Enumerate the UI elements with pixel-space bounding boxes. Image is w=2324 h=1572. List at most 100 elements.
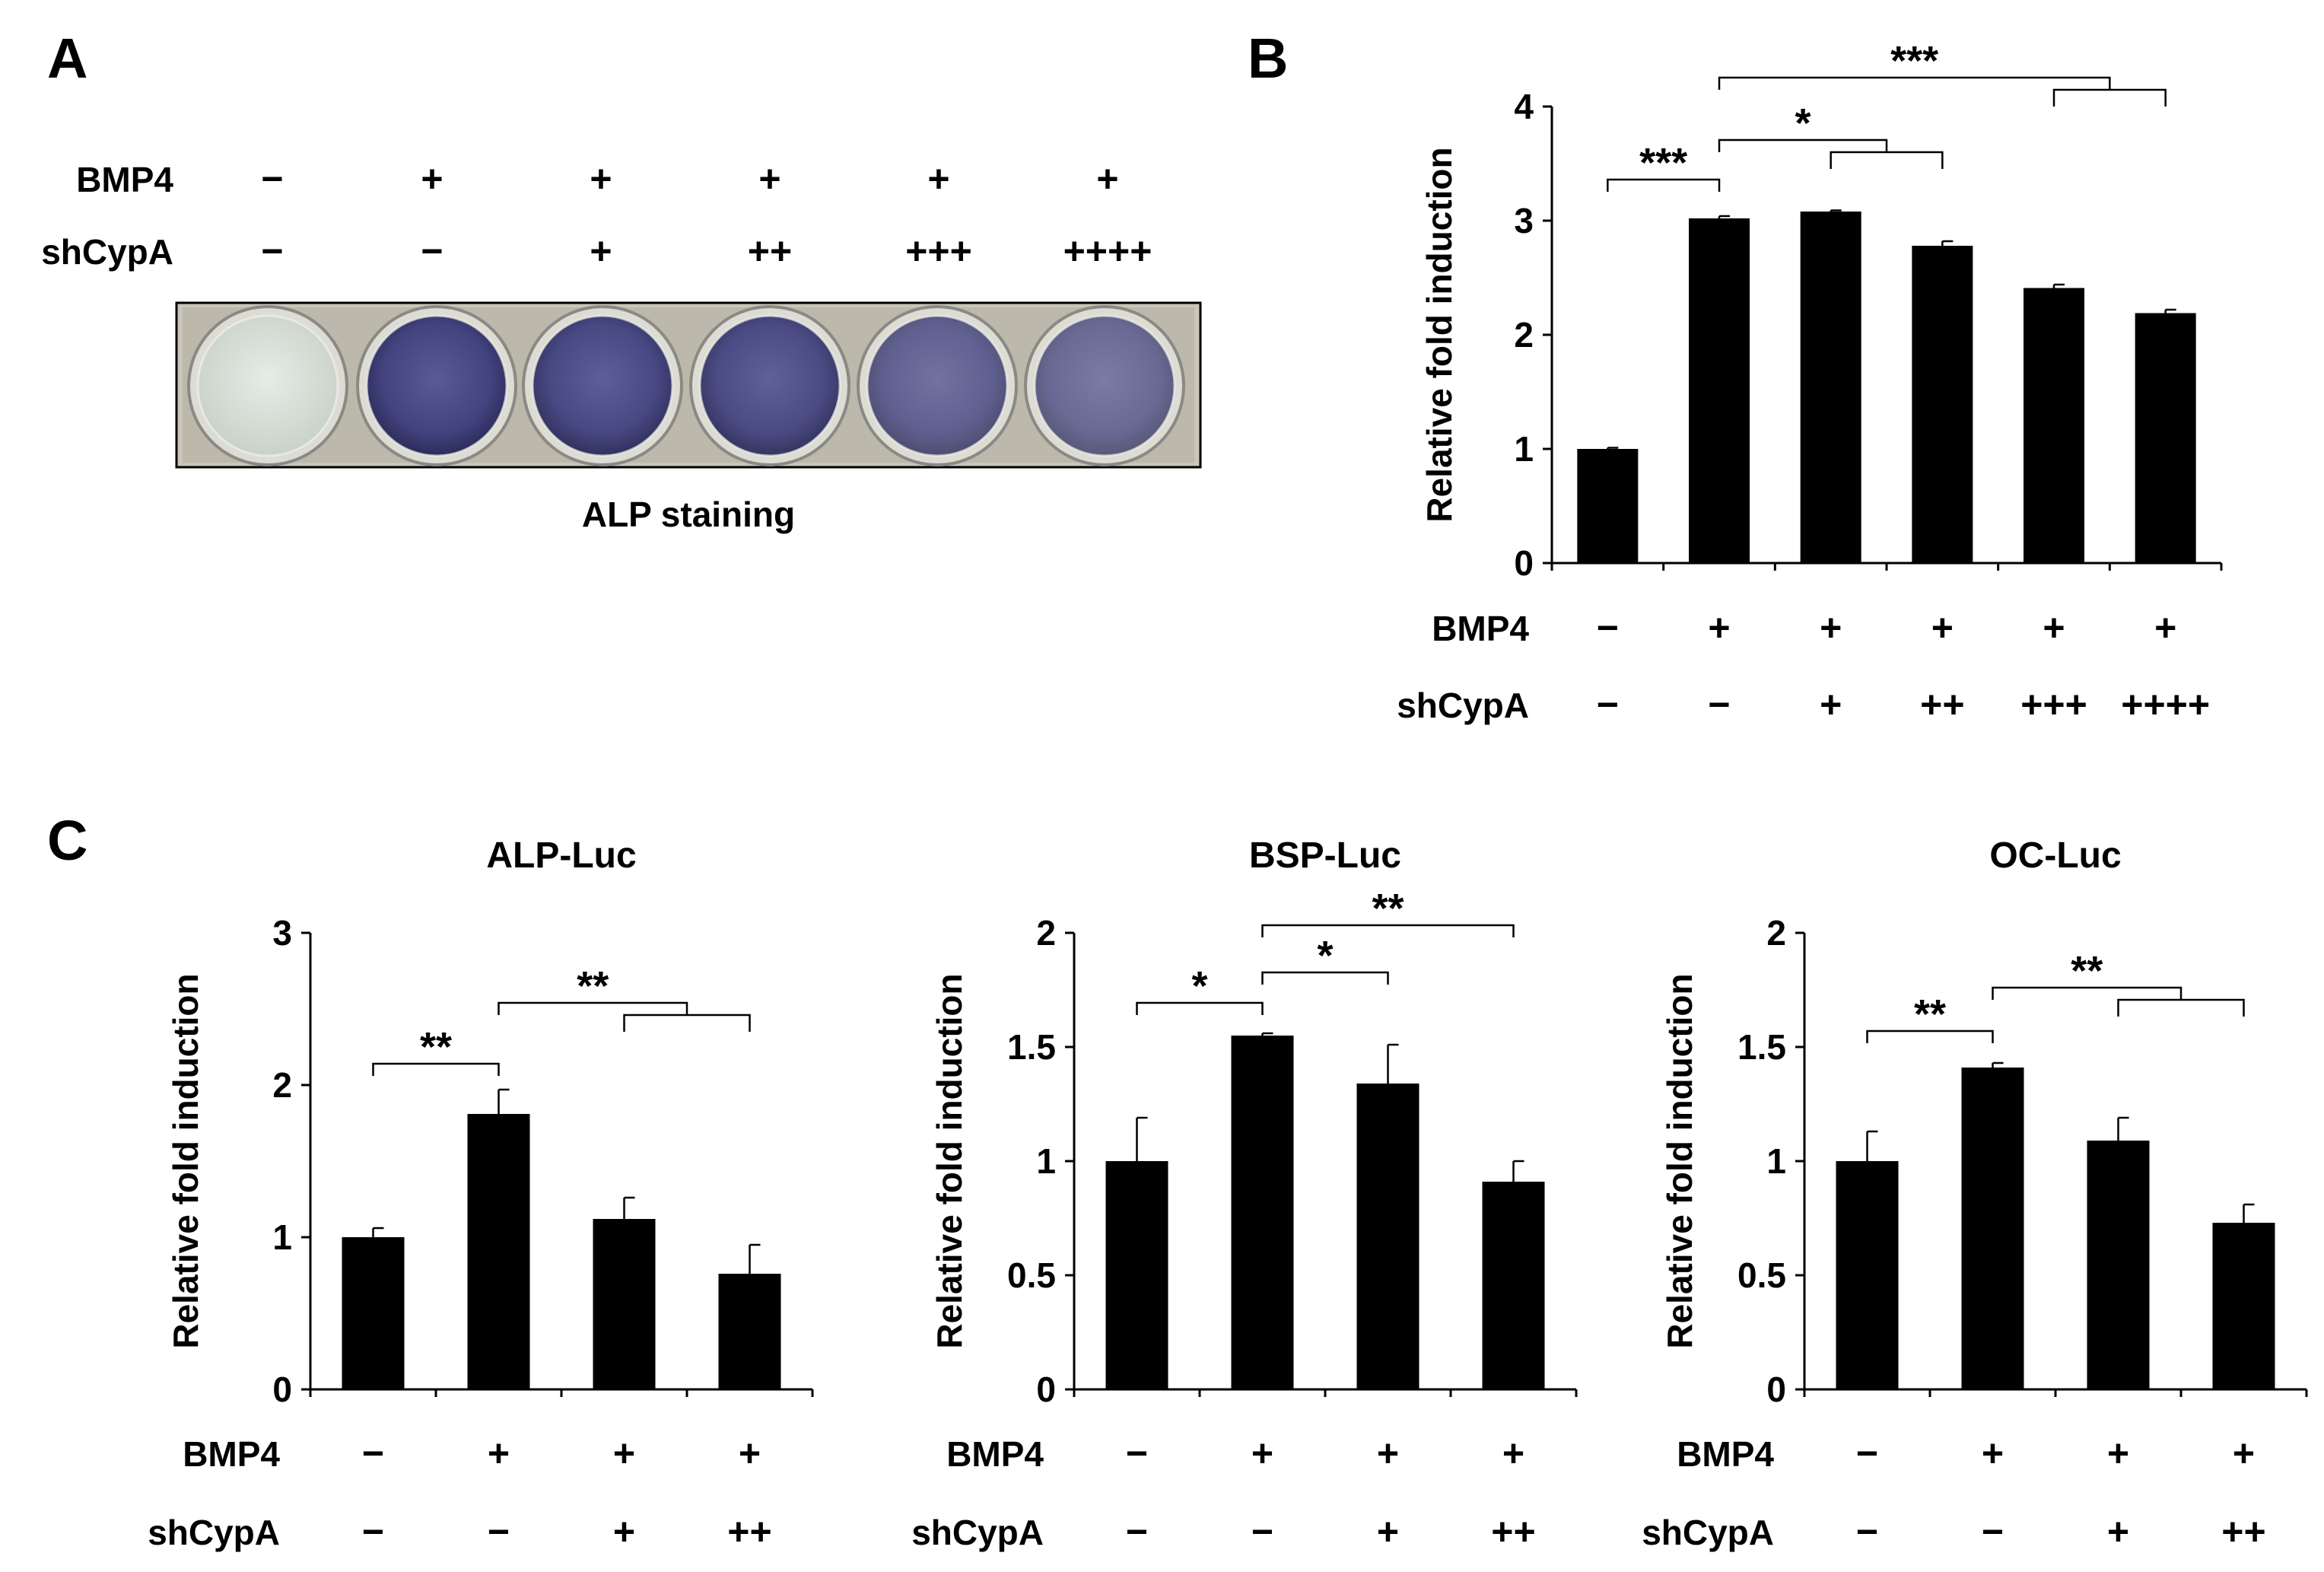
row-label-bmp4: BMP4	[76, 160, 173, 199]
y-tick-label: 3	[1514, 201, 1534, 240]
bar	[2024, 288, 2084, 563]
bar	[1800, 212, 1861, 563]
significance-bracket	[1261, 971, 1389, 985]
bmp4-sign: +	[1502, 1432, 1524, 1475]
panel-a-shcypa-sign: −	[261, 230, 283, 272]
bar	[1105, 1161, 1168, 1389]
bar	[718, 1274, 781, 1389]
y-tick-label: 1.5	[1007, 1027, 1056, 1067]
panel-a: BMP4 shCypA − + + + + +− − + ++ +++ ++++ ALP stain…	[41, 158, 1202, 534]
significance-subbracket	[623, 1014, 751, 1032]
panel-a-bmp4-sign: +	[421, 158, 443, 200]
y-axis-label: Relative fold induction	[930, 973, 969, 1348]
bmp4-sign: +	[1982, 1432, 2004, 1475]
panel-a-shcypa-sign: ++	[748, 230, 792, 272]
chart-oc-luc: 0 0.5 1 1.5 2 Relative fold induction OC-Luc **…	[1660, 835, 2308, 1553]
shcypa-sign: +	[2107, 1510, 2129, 1553]
significance-bracket	[1866, 1029, 1994, 1043]
panel-label-b: B	[1248, 27, 1288, 90]
y-tick-label: 2	[1514, 315, 1534, 355]
bmp4-sign: +	[1931, 606, 1954, 649]
row-label-shcypa: shCypA	[41, 232, 173, 272]
panel-a-shcypa-sign: +++	[905, 230, 972, 272]
well-inner-rim	[531, 314, 674, 457]
y-tick-label: 2	[1036, 913, 1056, 953]
significance-bracket	[1992, 986, 2183, 1000]
shcypa-sign: +	[1820, 683, 1842, 726]
chart-oc-luc-row-label-bmp4: BMP4	[1677, 1434, 1774, 1474]
shcypa-sign: −	[1982, 1510, 2004, 1553]
panel-a-shcypa-sign: −	[421, 230, 443, 272]
y-tick-label: 4	[1514, 87, 1534, 126]
well-stained	[533, 316, 672, 456]
panel-a-bmp4-sign: +	[758, 158, 780, 200]
chart-alp-luc-row-label-bmp4: BMP4	[183, 1434, 280, 1474]
well-inner-rim	[365, 314, 508, 457]
y-axis-label: Relative fold induction	[1660, 973, 1699, 1348]
panel-label-a: A	[47, 27, 87, 90]
bar	[342, 1237, 405, 1389]
bmp4-sign: +	[1377, 1432, 1399, 1475]
well-stained	[700, 316, 840, 456]
significance-label: *	[1317, 933, 1333, 979]
bmp4-sign: −	[1856, 1432, 1878, 1475]
well-stained	[1035, 316, 1175, 456]
shcypa-sign: ++	[1920, 683, 1964, 726]
significance-bracket	[1718, 76, 2111, 90]
y-tick-label: 2	[272, 1065, 292, 1105]
chart-alp-luc-row-label-shcypa: shCypA	[148, 1513, 280, 1552]
y-tick-label: 0	[272, 1370, 292, 1409]
alp-staining-caption: ALP staining	[582, 495, 795, 534]
bmp4-sign: +	[2043, 606, 2065, 649]
y-tick-label: 1	[1514, 429, 1534, 469]
y-tick-label: 1	[1036, 1141, 1056, 1181]
shcypa-sign: −	[1856, 1510, 1878, 1553]
panel-a-bmp4-sign: +	[1096, 158, 1118, 200]
y-tick-label: 0.5	[1007, 1255, 1056, 1295]
shcypa-sign: −	[1251, 1510, 1273, 1553]
significance-label: **	[2071, 948, 2103, 994]
significance-subbracket	[2052, 88, 2167, 107]
shcypa-sign: ++	[2221, 1510, 2265, 1553]
shcypa-sign: −	[1708, 683, 1730, 726]
shcypa-sign: −	[488, 1510, 510, 1553]
chart-title: OC-Luc	[1989, 835, 2121, 876]
y-tick-label: 1.5	[1737, 1027, 1786, 1067]
chart-alp-luc: 0 1 2 3 Relative fold induction ALP-Luc ** ** − +…	[166, 835, 814, 1553]
shcypa-sign: +	[613, 1510, 635, 1553]
y-axis-label: Relative fold induction	[166, 973, 205, 1348]
chart-bsp-luc-row-label-shcypa: shCypA	[911, 1513, 1044, 1552]
significance-label: **	[1372, 886, 1404, 931]
y-tick-label: 0	[1036, 1370, 1056, 1409]
significance-bracket	[498, 1001, 688, 1015]
significance-label: **	[577, 963, 609, 1009]
shcypa-sign: −	[362, 1510, 384, 1553]
shcypa-sign: ++++	[2121, 683, 2210, 726]
shcypa-sign: +++	[2020, 683, 2087, 726]
y-tick-label: 3	[272, 913, 292, 953]
chart-b-row-label-bmp4: BMP4	[1432, 609, 1529, 648]
panel-a-shcypa-sign: +	[590, 230, 612, 272]
shcypa-sign: ++	[727, 1510, 771, 1553]
well-empty	[198, 316, 338, 456]
panel-label-c: C	[47, 809, 87, 872]
y-tick-label: 0	[1514, 543, 1534, 583]
bmp4-sign: +	[2107, 1432, 2129, 1475]
panel-a-shcypa-sign: ++++	[1063, 230, 1152, 272]
bmp4-sign: +	[488, 1432, 510, 1475]
significance-label: ***	[1890, 38, 1938, 84]
bmp4-sign: +	[739, 1432, 761, 1475]
bar	[1577, 449, 1639, 563]
bar	[1231, 1036, 1294, 1389]
bar	[1482, 1182, 1545, 1389]
bar	[1912, 246, 1973, 563]
y-tick-label: 0	[1766, 1370, 1786, 1409]
significance-bracket	[1718, 138, 1888, 152]
bmp4-sign: −	[362, 1432, 384, 1475]
bmp4-sign: +	[1820, 606, 1842, 649]
bmp4-sign: +	[2233, 1432, 2255, 1475]
significance-bracket	[372, 1062, 500, 1076]
significance-bracket	[1607, 178, 1721, 192]
significance-subbracket	[2117, 998, 2245, 1017]
bar	[467, 1114, 530, 1389]
